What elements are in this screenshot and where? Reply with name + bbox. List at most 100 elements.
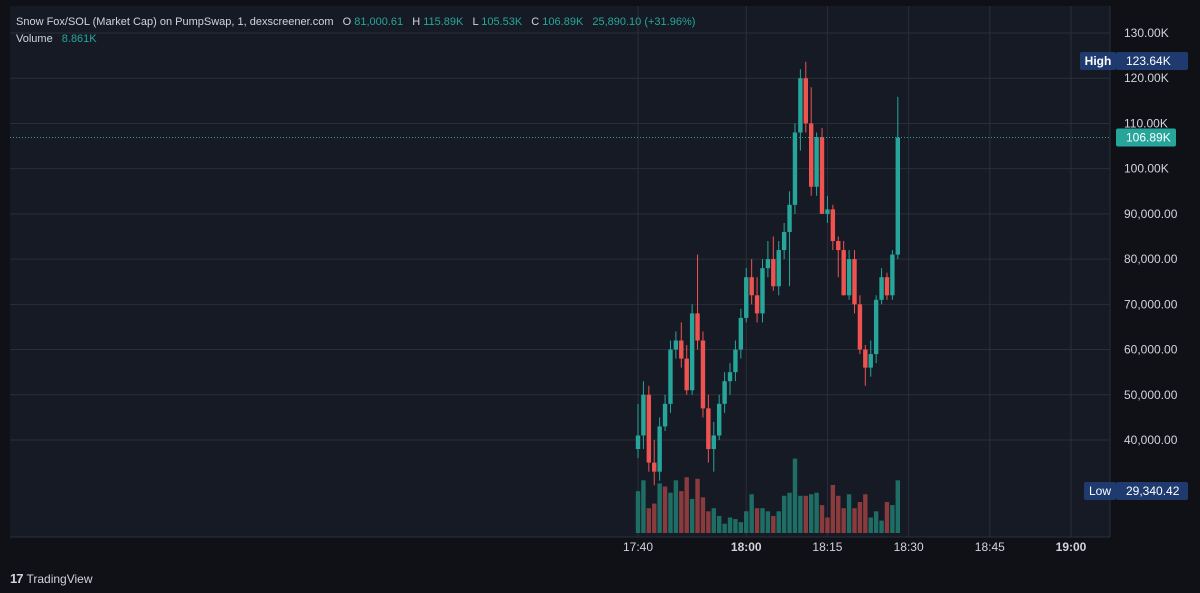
candle-body (798, 78, 803, 133)
volume-bar (830, 484, 836, 533)
candle-body (722, 381, 727, 404)
high-label: H (412, 16, 420, 28)
candle-body (787, 204, 792, 232)
volume-bar (700, 497, 706, 533)
price-tick-label: 100.00K (1124, 162, 1169, 176)
volume-bar (836, 495, 841, 533)
volume-value: 8.861K (62, 33, 98, 45)
symbol-title: Snow Fox/SOL (Market Cap) on PumpSwap, 1… (16, 16, 334, 28)
volume-bar (846, 494, 852, 533)
candle-body (890, 254, 895, 296)
last-price-text: 106.89K (1126, 131, 1171, 145)
volume-bar (662, 486, 668, 533)
volume-bar (814, 492, 819, 533)
legend-line-1: Snow Fox/SOL (Market Cap) on PumpSwap, 1… (16, 16, 695, 28)
candle-body (776, 250, 781, 287)
chart-canvas[interactable]: 130.00K 120.00K 110.00K 100.00K 90,000.00 80,… (0, 0, 1200, 563)
low-value: 105.53K (481, 16, 523, 28)
candle-body (716, 403, 722, 436)
volume-bar (765, 511, 771, 533)
candle-body (727, 372, 733, 382)
high-marker: High 123.64K (1080, 52, 1188, 70)
high-value: 115.89K (423, 16, 464, 28)
price-tick-label: 110.00K (1124, 116, 1168, 130)
candle-body (781, 231, 787, 251)
candle-body (814, 137, 819, 187)
candle-body (738, 317, 744, 350)
volume-bar (689, 498, 695, 533)
candle-body (846, 259, 852, 296)
open-label: O (343, 16, 352, 28)
plot-area[interactable] (10, 6, 1110, 537)
candle-body (673, 340, 679, 350)
volume-bar (809, 494, 814, 533)
tradingview-logo[interactable]: 17 TradingView (10, 571, 93, 586)
volume-bar (760, 508, 765, 533)
high-value-text: 123.64K (1126, 54, 1171, 68)
low-value-bg (1116, 482, 1188, 500)
volume-bar (641, 480, 646, 533)
volume-bar (884, 502, 890, 533)
candle-body (684, 358, 689, 391)
volume-bar (722, 523, 727, 533)
candle-body (668, 349, 673, 404)
volume-bar (716, 515, 722, 533)
candle-body (863, 349, 868, 368)
tradingview-logo-icon: 17 (10, 571, 24, 586)
low-label: L (472, 16, 478, 28)
volume-layer (635, 458, 900, 533)
volume-bar (668, 492, 673, 533)
time-axis[interactable]: 17:40 18:00 18:15 18:30 18:45 19:00 (623, 540, 1087, 554)
volume-bar (684, 477, 689, 533)
time-tick-label: 19:00 (1056, 540, 1087, 554)
time-tick-label: 17:40 (623, 540, 653, 554)
candle-body (895, 137, 900, 255)
time-tick-label: 18:00 (731, 540, 762, 554)
candle-body (657, 426, 662, 472)
volume-bar (749, 494, 754, 533)
volume-bar (781, 495, 787, 533)
candle-body (825, 209, 830, 214)
volume-bar (890, 505, 895, 533)
volume-bar (879, 520, 884, 533)
candle-body (884, 277, 890, 296)
candle-body (857, 304, 863, 350)
candle-body (873, 299, 879, 355)
candle-body (852, 259, 857, 305)
volume-bar (733, 519, 738, 533)
volume-bar (868, 517, 873, 533)
volume-bar (787, 492, 792, 533)
volume-bar (673, 480, 679, 533)
price-tick-label: 130.00K (1124, 26, 1169, 40)
legend-line-2: Volume 8.861K (16, 33, 97, 45)
volume-bar (895, 480, 900, 533)
candle-body (836, 241, 841, 251)
time-tick-label: 18:45 (975, 540, 1005, 554)
price-tick-label: 90,000.00 (1124, 207, 1178, 221)
close-label: C (531, 16, 539, 28)
volume-bar (852, 508, 857, 533)
candle-body (744, 277, 749, 318)
volume-bar (657, 483, 662, 533)
volume-bar (744, 511, 749, 533)
open-value: 81,000.61 (354, 16, 403, 28)
volume-bar (841, 508, 846, 533)
volume-bar (646, 508, 652, 533)
volume-bar (825, 517, 830, 533)
candle-body (803, 78, 808, 124)
volume-bar (711, 508, 716, 533)
high-value-bg (1116, 52, 1188, 70)
candle-body (706, 408, 711, 450)
volume-bar (819, 505, 825, 533)
price-tick-label: 80,000.00 (1124, 252, 1178, 266)
candle-layer (635, 61, 900, 486)
candle-body (749, 277, 754, 296)
volume-label: Volume (16, 33, 53, 45)
price-axis[interactable]: 130.00K 120.00K 110.00K 100.00K 90,000.00 80,… (1124, 26, 1178, 447)
volume-bar (857, 502, 863, 533)
volume-bar (771, 515, 776, 533)
price-tick-label: 60,000.00 (1124, 343, 1178, 357)
volume-bar (863, 494, 868, 533)
candle-body (689, 313, 695, 391)
low-label-text: Low (1089, 484, 1111, 498)
